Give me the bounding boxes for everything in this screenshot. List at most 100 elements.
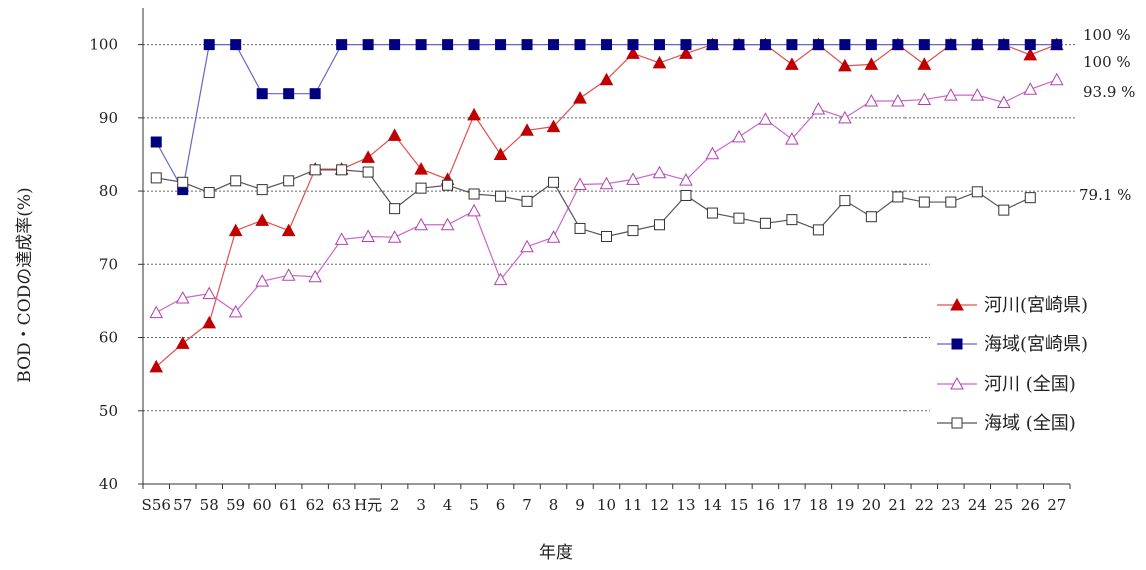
data-point — [442, 179, 454, 191]
data-point — [493, 272, 508, 286]
data-point — [546, 119, 561, 133]
legend-label: 河川 (全国) — [984, 374, 1076, 395]
x-tick-label: 60 — [253, 496, 272, 514]
data-point — [626, 172, 640, 185]
series-line — [156, 169, 1031, 238]
data-point — [202, 315, 217, 329]
x-tick-label: 23 — [941, 496, 960, 514]
x-tick-label: 15 — [729, 496, 748, 514]
data-point — [256, 184, 268, 196]
x-axis-label: 年度 — [539, 543, 573, 563]
data-point — [150, 172, 162, 184]
data-point — [838, 110, 852, 124]
data-point — [255, 213, 270, 226]
data-point — [627, 225, 639, 237]
x-tick-label: 61 — [279, 496, 298, 514]
data-point — [228, 304, 243, 318]
data-point — [442, 39, 454, 51]
data-point — [255, 274, 270, 287]
data-point — [653, 39, 665, 51]
data-point — [1024, 192, 1036, 204]
end-label-kaiiki-miyazaki: 100 % — [1083, 53, 1131, 71]
data-point — [362, 39, 374, 51]
data-point — [998, 204, 1010, 216]
data-point — [414, 162, 428, 175]
data-point — [838, 58, 852, 72]
data-point — [256, 88, 268, 100]
x-tick-label: 12 — [650, 496, 669, 514]
data-point — [521, 195, 533, 207]
data-point — [917, 92, 932, 106]
legend-marker-square-filled — [951, 338, 963, 350]
legend-label: 海域 (全国) — [984, 413, 1076, 434]
legend-label: 海域(宮崎県) — [984, 334, 1088, 355]
x-tick-label: 17 — [782, 496, 801, 514]
data-point — [812, 39, 824, 51]
data-point — [1049, 72, 1064, 86]
series-2 — [149, 72, 1064, 319]
series-1 — [150, 39, 1063, 196]
data-point — [467, 203, 481, 217]
legend-item-kasen-miyazaki: 河川(宮崎県) — [937, 295, 1088, 316]
data-point — [918, 196, 930, 208]
data-point — [812, 224, 824, 236]
data-point — [521, 39, 533, 51]
data-point — [706, 39, 718, 51]
x-tick-label: 4 — [443, 496, 453, 514]
x-tick-label: 5 — [469, 496, 479, 514]
x-tick-label: 2 — [390, 496, 400, 514]
legend-item-kasen-zenkoku: 河川 (全国) — [937, 374, 1076, 395]
x-tick-label: 6 — [496, 496, 506, 514]
data-point — [945, 196, 957, 208]
data-point — [281, 223, 296, 237]
data-point — [892, 191, 904, 203]
legend-marker-triangle-filled — [950, 297, 964, 311]
data-point — [1024, 39, 1036, 51]
data-point — [573, 91, 587, 104]
data-point — [361, 150, 375, 163]
data-point — [626, 46, 640, 59]
data-point — [574, 222, 586, 234]
y-tick-label: 80 — [99, 182, 118, 200]
data-point — [865, 39, 877, 51]
data-point — [493, 147, 508, 160]
x-tick-label: S56 — [142, 496, 171, 514]
data-point — [387, 128, 402, 141]
data-point — [786, 214, 798, 226]
data-point — [1051, 39, 1063, 51]
data-point — [468, 39, 480, 51]
data-point — [548, 39, 560, 51]
x-tick-label: 24 — [968, 496, 987, 514]
data-point — [943, 88, 958, 101]
data-point — [548, 176, 560, 188]
data-point — [892, 39, 904, 51]
data-point — [309, 164, 321, 176]
data-point — [998, 39, 1010, 51]
y-axis-label: BOD・CODの達成率(%) — [15, 187, 35, 382]
x-tick-label: 62 — [306, 496, 325, 514]
data-point — [467, 107, 481, 121]
x-tick-label: 22 — [915, 496, 934, 514]
data-point — [865, 211, 877, 223]
data-point — [971, 39, 983, 51]
x-tick-label: 63 — [332, 496, 351, 514]
legend-marker-square-open — [951, 417, 963, 429]
data-point — [149, 305, 164, 319]
x-tick-label: 7 — [522, 496, 532, 514]
data-point — [996, 95, 1011, 108]
end-labels: 100 % 100 % 93.9 % 79.1 % — [1079, 26, 1135, 204]
data-point — [971, 186, 983, 198]
data-point — [945, 39, 957, 51]
x-tick-label: 10 — [597, 496, 616, 514]
data-point — [733, 212, 745, 224]
data-point — [361, 229, 375, 242]
data-point — [601, 230, 612, 242]
data-point — [203, 187, 215, 199]
data-point — [389, 203, 401, 215]
data-point — [202, 286, 217, 300]
data-point — [652, 55, 667, 69]
data-point — [599, 176, 614, 190]
data-point — [440, 217, 455, 231]
data-point — [520, 123, 534, 136]
